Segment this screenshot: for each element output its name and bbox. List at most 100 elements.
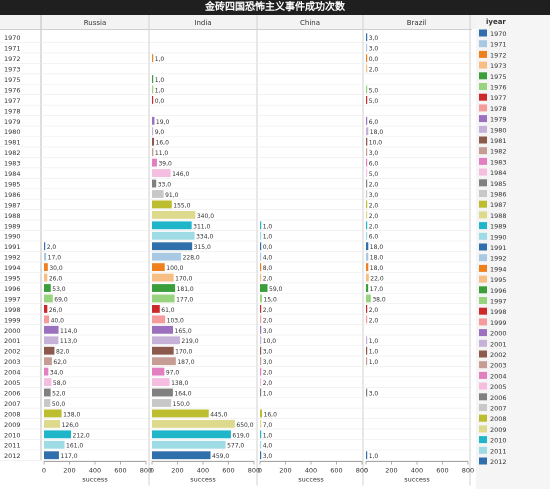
row-label-2009: 2009 — [4, 421, 21, 429]
bar-india-2011 — [152, 440, 226, 449]
bar-label-brazil-2001: 1,0 — [369, 338, 379, 345]
bar-label-brazil-1988: 2,0 — [369, 213, 379, 220]
bar-label-brazil-1972: 0,0 — [369, 56, 379, 63]
legend-item-1987: 1987 — [490, 201, 507, 209]
legend-swatch-2002 — [479, 350, 487, 358]
bar-china-1995 — [260, 273, 262, 282]
row-label-1975: 1975 — [4, 76, 21, 84]
bar-label-china-1999: 2,0 — [263, 317, 273, 324]
bar-brazil-1990 — [366, 231, 368, 240]
row-label-1970: 1970 — [4, 34, 21, 42]
row-label-1994: 1994 — [4, 264, 21, 272]
bar-label-russia-2004: 34,0 — [50, 370, 64, 377]
legend: iyear 1970 1971 1972 1973 1975 1976 1977 1978 197… — [476, 15, 550, 489]
legend-item-1986: 1986 — [490, 191, 507, 199]
bar-label-india-1984: 146,0 — [172, 171, 189, 178]
bar-label-china-2002: 3,0 — [263, 349, 273, 356]
bar-brazil-1976 — [366, 85, 368, 94]
bar-label-india-1987: 155,0 — [173, 202, 190, 209]
bar-label-brazil-1996: 17,0 — [370, 286, 384, 293]
row-label-2003: 2003 — [4, 358, 21, 366]
row-label-1988: 1988 — [4, 212, 21, 220]
bar-label-brazil-1998: 2,0 — [369, 307, 379, 314]
bar-brazil-1973 — [366, 64, 368, 73]
legend-swatch-2008 — [479, 414, 487, 422]
row-label-1998: 1998 — [4, 306, 21, 314]
bar-russia-2008 — [44, 409, 62, 418]
bar-russia-1999 — [44, 315, 50, 324]
legend-swatch-2000 — [479, 329, 487, 337]
bar-label-brazil-2003: 1,0 — [369, 359, 379, 366]
bar-label-brazil-1999: 2,0 — [369, 317, 379, 324]
bar-label-india-1985: 33,0 — [158, 181, 172, 188]
legend-item-1976: 1976 — [490, 84, 507, 92]
bar-label-china-1990: 1,0 — [263, 234, 273, 241]
bar-india-1998 — [152, 305, 160, 313]
bar-china-2008 — [260, 409, 263, 418]
bar-label-china-2008: 16,0 — [264, 411, 278, 418]
legend-swatch-2009 — [479, 425, 487, 433]
bar-label-india-2004: 97,0 — [166, 370, 180, 377]
bar-label-china-2000: 3,0 — [263, 328, 273, 335]
row-label-1985: 1985 — [4, 180, 21, 188]
legend-swatch-2003 — [479, 361, 487, 369]
bar-brazil-1987 — [366, 200, 368, 209]
legend-swatch-1996 — [479, 286, 487, 294]
row-label-2012: 2012 — [4, 452, 21, 460]
bar-india-2002 — [152, 346, 174, 355]
bar-label-india-2008: 445,0 — [210, 411, 227, 418]
bar-label-russia-2012: 117,0 — [60, 453, 77, 460]
panel-header-china: China — [300, 19, 320, 27]
bar-label-brazil-1981: 10,0 — [369, 140, 383, 147]
row-label-2004: 2004 — [4, 369, 21, 377]
bar-brazil-1986 — [366, 190, 368, 198]
bar-brazil-1985 — [366, 179, 368, 188]
bar-label-india-1972: 1,0 — [155, 56, 165, 63]
bar-china-2000 — [260, 325, 262, 334]
bar-label-india-1976: 1,0 — [155, 87, 165, 94]
bar-india-1995 — [152, 273, 174, 282]
bar-label-india-1983: 39,0 — [158, 161, 172, 168]
bar-label-india-1986: 91,0 — [165, 192, 179, 199]
bar-china-2005 — [260, 378, 262, 386]
bar-label-china-2009: 7,0 — [263, 422, 273, 429]
row-label-1981: 1981 — [4, 139, 21, 147]
bar-brazil-2002 — [366, 346, 368, 355]
bar-label-russia-2009: 126,0 — [62, 422, 79, 429]
bar-label-india-1977: 0,0 — [155, 98, 165, 105]
bar-brazil-1988 — [366, 210, 368, 219]
legend-item-2008: 2008 — [490, 415, 507, 423]
bar-brazil-1984 — [366, 169, 368, 177]
legend-bg — [476, 15, 550, 489]
bar-label-india-2009: 650,0 — [236, 422, 253, 429]
bar-label-russia-1992: 17,0 — [48, 255, 62, 262]
legend-swatch-2012 — [479, 457, 487, 465]
bar-label-china-1994: 8,0 — [263, 265, 273, 272]
bar-russia-1998 — [44, 305, 48, 313]
row-label-1995: 1995 — [4, 275, 21, 283]
x-axis-label-russia: success — [82, 475, 108, 483]
bar-china-1997 — [260, 294, 262, 303]
bar-india-2007 — [152, 399, 172, 407]
bar-label-brazil-1984: 5,0 — [369, 171, 379, 178]
bar-india-1983 — [152, 158, 157, 167]
legend-item-1990: 1990 — [490, 233, 507, 241]
bar-label-brazil-1985: 2,0 — [369, 181, 379, 188]
legend-swatch-1991 — [479, 243, 487, 251]
title-bar — [0, 0, 550, 15]
x-tick-label: 200 — [171, 466, 183, 474]
bar-label-india-1998: 61,0 — [161, 307, 175, 314]
bar-label-china-1995: 2,0 — [263, 276, 273, 283]
bar-label-china-2010: 1,0 — [263, 432, 273, 439]
bar-china-2004 — [260, 367, 262, 376]
row-label-1983: 1983 — [4, 160, 21, 168]
legend-item-1994: 1994 — [490, 265, 507, 273]
bar-label-india-2011: 577,0 — [227, 443, 244, 450]
bar-label-india-1989: 311,0 — [193, 223, 210, 230]
legend-item-1988: 1988 — [490, 212, 507, 220]
row-label-1987: 1987 — [4, 201, 21, 209]
bar-label-brazil-1976: 5,0 — [369, 87, 379, 94]
bar-label-russia-1999: 40,0 — [51, 317, 65, 324]
bar-label-brazil-1991: 18,0 — [370, 244, 384, 251]
